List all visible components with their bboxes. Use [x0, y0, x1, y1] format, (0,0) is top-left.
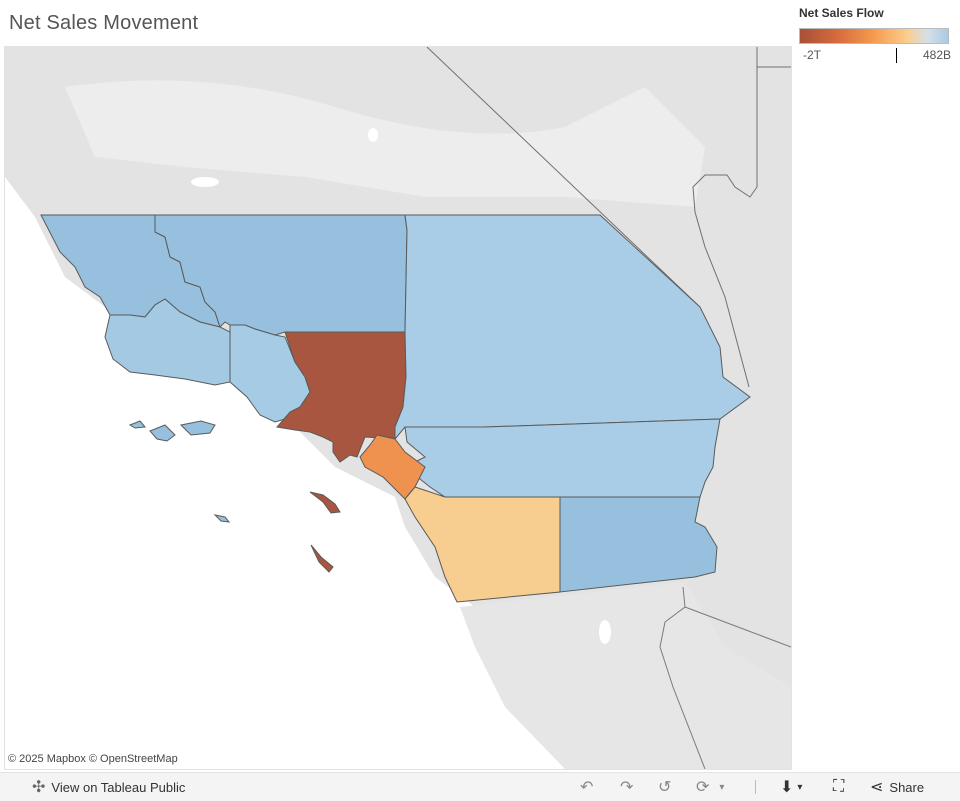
state-border	[692, 47, 758, 388]
land-texture	[65, 80, 705, 207]
county-imperial[interactable]	[559, 496, 718, 593]
page-title: Net Sales Movement	[9, 12, 199, 34]
island-santa-rosa[interactable]	[149, 424, 176, 442]
fullscreen-button[interactable]: ⛶	[833, 773, 844, 801]
fullscreen-icon: ⛶	[833, 778, 845, 795]
revert-icon: ↺	[658, 779, 672, 796]
legend-max-label: 482B	[922, 48, 951, 62]
share-button[interactable]: ⋖ Share	[870, 773, 924, 801]
refresh-button[interactable]: ⟳ ▾	[696, 773, 724, 801]
island-santa-catalina[interactable]	[309, 491, 341, 514]
legend-title: Net Sales Flow	[799, 6, 884, 20]
view-on-tableau-public-button[interactable]: ✣ View on Tableau Public	[32, 773, 185, 801]
island-san-nicolas[interactable]	[213, 514, 231, 523]
refresh-icon: ⟳	[696, 779, 710, 796]
lake	[368, 128, 378, 142]
revert-button[interactable]: ↺	[658, 773, 671, 801]
tableau-logo-icon: ✣	[32, 779, 46, 796]
tableau-toolbar: ✣ View on Tableau Public ↶ ↷ ↺ ⟳ ▾ ⬇ ▾ ⛶…	[0, 772, 960, 801]
color-legend: Net Sales Flow -2T 482B	[799, 6, 955, 63]
share-label: Share	[889, 779, 925, 795]
lake	[191, 177, 219, 187]
map-attribution[interactable]: © 2025 Mapbox © OpenStreetMap	[8, 753, 178, 765]
share-icon: ⋖	[870, 779, 884, 796]
baja-land	[460, 582, 791, 769]
map-canvas[interactable]	[5, 47, 791, 769]
map[interactable]	[4, 46, 792, 770]
country-border	[659, 586, 706, 769]
view-label: View on Tableau Public	[51, 779, 186, 795]
island-san-clemente[interactable]	[310, 544, 334, 573]
state-border	[426, 47, 701, 308]
undo-button[interactable]: ↶	[580, 773, 593, 801]
lake	[599, 620, 611, 644]
redo-button[interactable]: ↷	[620, 773, 633, 801]
island-santa-cruz[interactable]	[179, 420, 216, 436]
island-san-miguel[interactable]	[128, 420, 146, 429]
county-riverside[interactable]	[404, 418, 721, 498]
country-border	[684, 606, 791, 648]
county-san-diego[interactable]	[404, 486, 561, 603]
chevron-down-icon: ▾	[719, 781, 725, 793]
legend-min-label: -2T	[803, 48, 821, 62]
download-icon: ⬇	[780, 779, 794, 796]
undo-icon: ↶	[580, 779, 594, 796]
redo-icon: ↷	[620, 779, 634, 796]
toolbar-divider	[755, 780, 756, 794]
legend-color-ramp[interactable]	[799, 28, 949, 44]
legend-zero-marker	[896, 48, 897, 63]
download-button[interactable]: ⬇ ▾	[780, 773, 802, 801]
chevron-down-icon: ▾	[797, 781, 803, 793]
